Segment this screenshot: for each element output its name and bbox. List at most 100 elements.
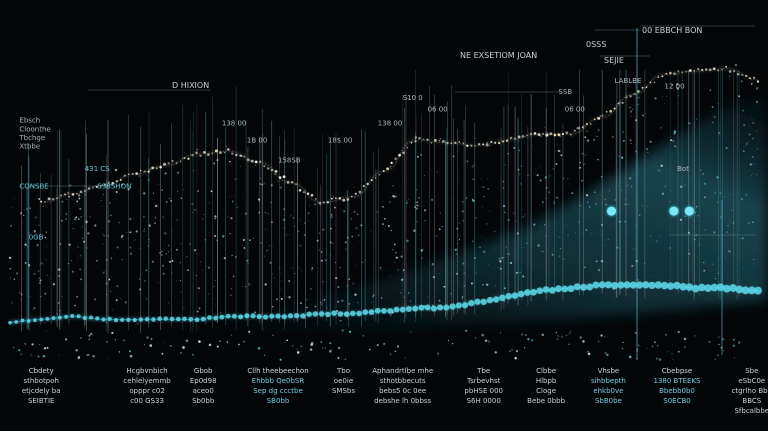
particle <box>102 243 104 245</box>
series-point <box>405 306 412 312</box>
series-point <box>625 96 628 99</box>
particle <box>59 243 62 245</box>
series-point <box>315 197 317 200</box>
particle <box>180 291 182 293</box>
particle <box>150 337 153 340</box>
particle <box>20 212 23 215</box>
particle <box>57 302 60 304</box>
particle <box>179 262 181 264</box>
particle <box>712 121 714 124</box>
particle <box>359 240 361 241</box>
particle <box>146 192 147 193</box>
particle <box>662 96 663 98</box>
particle <box>431 263 434 266</box>
particle <box>178 302 180 304</box>
particle <box>257 346 261 350</box>
series-point <box>446 142 449 145</box>
particle <box>753 163 755 165</box>
particle <box>332 196 335 198</box>
series-point <box>573 129 576 132</box>
particle <box>330 255 331 257</box>
footer-label: c00 GS33 <box>130 397 164 405</box>
footer-label: sthotbbecuts <box>380 377 426 385</box>
series-point <box>187 157 190 160</box>
particle <box>194 156 195 157</box>
particle <box>264 255 266 257</box>
series-point <box>246 158 250 162</box>
series-point <box>362 309 369 315</box>
particle <box>489 144 491 147</box>
particle <box>195 275 197 277</box>
particle <box>741 237 745 240</box>
particle <box>555 331 558 334</box>
particle <box>231 255 233 257</box>
particle <box>196 148 199 151</box>
particle <box>684 346 686 348</box>
particle <box>138 247 140 249</box>
particle <box>413 229 416 232</box>
series-point <box>387 308 394 314</box>
particle <box>341 299 344 302</box>
particle <box>458 175 460 177</box>
particle <box>324 347 326 349</box>
particle <box>420 249 423 252</box>
particle <box>581 179 584 182</box>
particle <box>421 257 423 259</box>
particle <box>482 185 485 189</box>
particle <box>254 164 257 167</box>
particle <box>306 299 308 301</box>
series-point <box>290 181 294 184</box>
series-point <box>393 306 400 313</box>
annotation-label: Ebsch <box>19 117 40 125</box>
particle <box>318 232 321 234</box>
particle <box>45 258 47 260</box>
particle <box>544 127 545 129</box>
series-point <box>323 201 325 204</box>
series-point <box>250 313 256 319</box>
series-point <box>688 69 692 72</box>
series-point <box>107 181 110 184</box>
series-point <box>394 157 397 161</box>
particle <box>230 287 233 290</box>
particle <box>750 116 752 118</box>
series-point <box>585 122 588 126</box>
series-point <box>79 190 83 193</box>
series-point <box>20 318 25 323</box>
series-point <box>235 153 238 157</box>
particle <box>356 301 359 304</box>
series-point <box>382 169 385 173</box>
footer-label: SEIBTIE <box>28 397 55 405</box>
particle <box>277 180 279 182</box>
particle <box>85 236 87 238</box>
particle <box>728 75 731 78</box>
particle <box>755 146 756 148</box>
particle <box>548 191 550 194</box>
particle <box>318 249 321 251</box>
particle <box>649 140 652 143</box>
particle <box>18 314 20 316</box>
series-point <box>701 68 704 72</box>
particle <box>357 234 360 237</box>
particle <box>309 204 311 206</box>
particle <box>638 214 641 216</box>
series-point <box>604 281 612 289</box>
particle <box>745 229 747 231</box>
particle <box>500 332 502 334</box>
particle <box>128 194 129 196</box>
particle <box>189 209 191 211</box>
particle <box>279 186 282 189</box>
particle <box>525 242 528 244</box>
particle <box>631 264 634 268</box>
particle <box>211 297 213 299</box>
particle <box>28 232 30 234</box>
particle <box>264 283 267 286</box>
particle <box>450 198 452 200</box>
particle <box>370 250 372 252</box>
particle <box>697 115 699 117</box>
particle <box>729 251 731 253</box>
particle <box>116 285 119 288</box>
particle <box>270 184 273 187</box>
particle <box>520 340 522 342</box>
particle <box>555 163 558 166</box>
particle <box>597 268 601 272</box>
